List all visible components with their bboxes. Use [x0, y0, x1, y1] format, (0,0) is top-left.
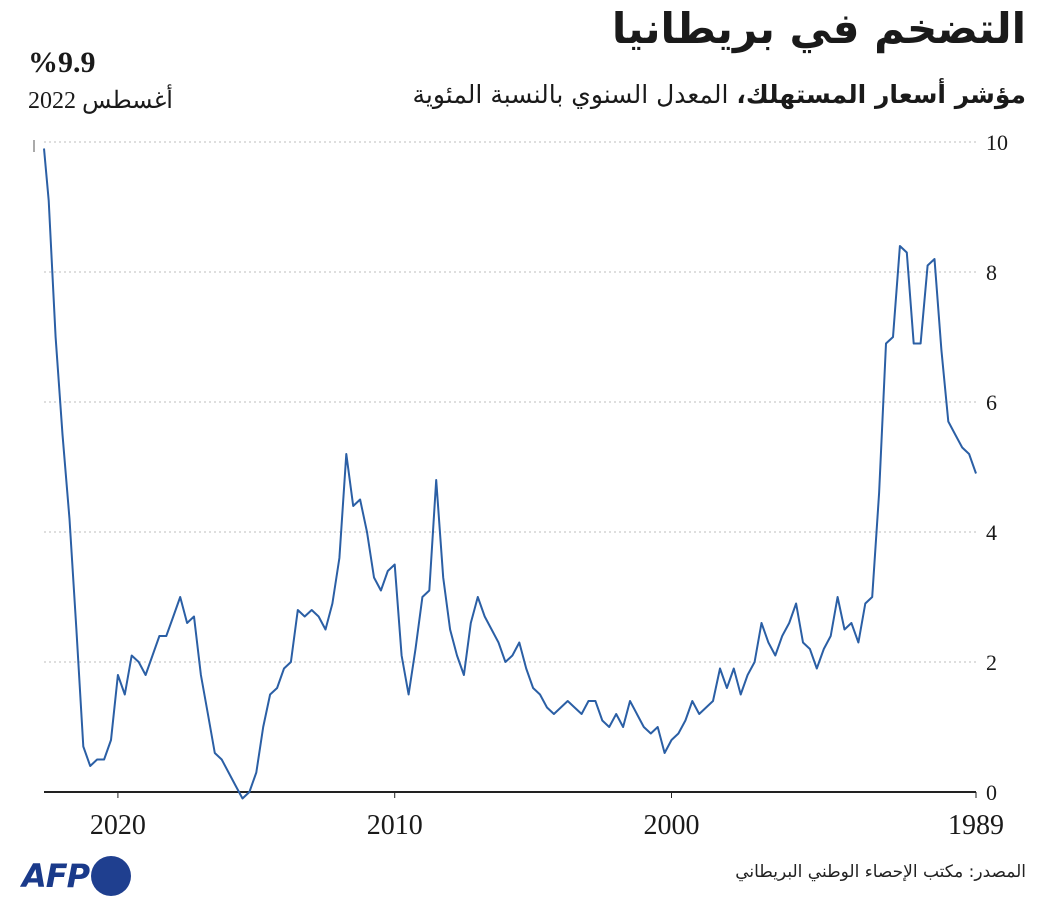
- x-tick-label-2000: 2000: [644, 810, 700, 841]
- latest-date-label: أغسطس 2022: [28, 88, 173, 114]
- y-tick-label-2: 2: [986, 650, 997, 675]
- y-tick-label-6: 6: [986, 390, 997, 415]
- y-tick-label-0: 0: [986, 780, 997, 805]
- x-axis-labels: 1989 2000 2010 2020: [90, 792, 1004, 841]
- chart-subtitle: مؤشر أسعار المستهلك، المعدل السنوي بالنس…: [413, 80, 1026, 109]
- source-note: المصدر: مكتب الإحصاء الوطني البريطاني: [735, 862, 1026, 882]
- x-tick-label-1989: 1989: [948, 810, 1004, 841]
- grid-lines: [44, 141, 976, 663]
- chart-title: التضخم في بريطانيا: [611, 4, 1026, 53]
- afp-logo-circle: [91, 856, 132, 896]
- y-tick-label-8: 8: [986, 260, 997, 285]
- subtitle-rest: المعدل السنوي بالنسبة المئوية: [412, 80, 737, 109]
- y-tick-label-10: 10: [986, 130, 1008, 155]
- afp-logo: AFP: [22, 856, 132, 896]
- x-tick-label-2020: 2020: [90, 810, 146, 841]
- latest-value-label: %9.9: [28, 46, 96, 79]
- cpi-series-line: [43, 148, 977, 800]
- subtitle-bold: مؤشر أسعار المستهلك،: [736, 80, 1026, 109]
- afp-logo-text: AFP: [22, 857, 90, 895]
- y-tick-label-4: 4: [986, 520, 997, 545]
- x-tick-label-2010: 2010: [367, 810, 423, 841]
- y-axis-labels: 0 2 4 6 8 10: [986, 130, 1008, 805]
